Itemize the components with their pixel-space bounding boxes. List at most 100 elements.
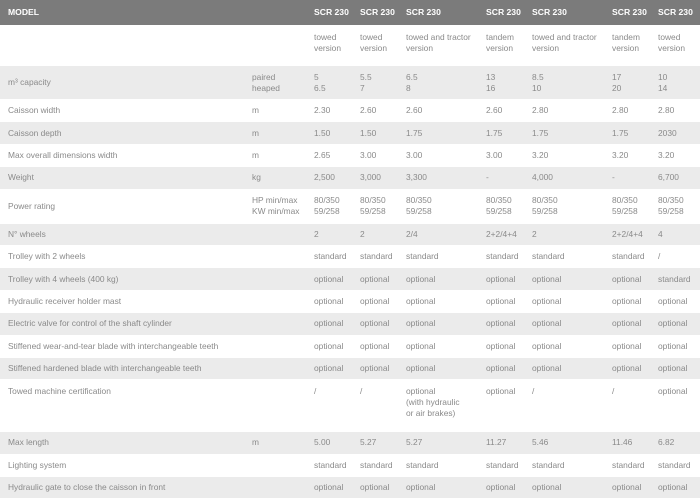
row-value: optional [486,267,532,291]
row-unit [252,379,314,433]
row-unit: m [252,121,314,145]
row-value: standard [314,245,360,269]
row-value: optional [406,290,486,314]
row-label: Lighting system [0,454,252,478]
spec-row: Hydraulic receiver holder mast optional op… [0,290,700,314]
row-value: 3.20 [612,144,658,168]
row-value: optional [532,335,612,358]
row-value: 1.75 [406,121,486,145]
row-value: / [612,379,658,433]
row-value: optional [314,290,360,314]
spec-row: Trolley with 2 wheels standard standard sta… [0,245,700,269]
row-label: Power rating [0,189,252,224]
row-value: optional [486,335,532,358]
spec-row: Weight kg 2,500 3,000 3,300-4,000-6,700 [0,166,700,190]
version-row: towed version towed version towed and trac… [0,25,700,66]
row-value: 2.30 [314,99,360,123]
row-value: 2.80 [612,99,658,123]
row-value: 3.00 [360,144,406,168]
row-value: optional [658,312,700,336]
row-value: 80/350 59/258 [532,189,612,224]
row-value: optional [360,357,406,381]
row-label: Weight [0,166,252,190]
row-value: / [314,379,360,433]
row-value: optional [532,476,612,499]
row-value: 1.75 [532,121,612,145]
row-unit [252,245,314,269]
row-label: Stiffened wear-and-tear blade with inter… [0,335,252,358]
row-value: optional [486,312,532,336]
blank [252,25,314,66]
spec-row: Trolley with 4 wheels (400 kg) optional op… [0,267,700,291]
row-value: optional [658,357,700,381]
row-label: Trolley with 4 wheels (400 kg) [0,267,252,291]
row-value: optional [532,290,612,314]
model-name: SCR 230 [658,0,700,26]
model-name: SCR 230 [612,0,658,26]
row-value: optional [612,357,658,381]
row-value: optional [360,290,406,314]
row-label: Towed machine certification [0,379,252,433]
row-value: 2 [360,223,406,246]
row-value: optional [612,290,658,314]
version: towed and tractor version [406,25,486,66]
row-value: 2+2/4+4 [486,223,532,246]
row-value: 2.80 [532,99,612,123]
spec-row: Electric valve for control of the shaft … [0,312,700,336]
row-unit [252,312,314,336]
row-unit: HP min/max KW min/max [252,189,314,224]
row-value: 3.20 [532,144,612,168]
row-value: - [612,166,658,190]
row-unit: m [252,144,314,168]
row-unit: m [252,99,314,123]
row-label: Trolley with 2 wheels [0,245,252,269]
row-value: standard [658,454,700,478]
header-row: MODEL SCR 230 SCR 230 SCR 230 SCR 230 SCR 230… [0,0,700,26]
row-label: Stiffened hardened blade with interchang… [0,357,252,381]
model-name: SCR 230 [314,0,360,26]
row-value: 6,700 [658,166,700,190]
spec-row: Hydraulic gate to close the caisson in f… [0,476,700,499]
row-value: 2.80 [658,99,700,123]
row-value: standard [314,454,360,478]
model-name: SCR 230 [532,0,612,26]
row-value: / [532,379,612,433]
row-unit [252,335,314,358]
spec-row: Max overall dimensions width m 2.65 3.00 3.0… [0,144,700,168]
row-value: optional [314,312,360,336]
row-value: optional [486,290,532,314]
spec-row: Caisson depth m 1.50 1.50 1.75 1.75 1.75 1.75 20… [0,121,700,145]
model-name: SCR 230 [406,0,486,26]
row-value: 4,000 [532,166,612,190]
row-value: 6.82 [658,431,700,455]
row-value: optional [360,335,406,358]
spec-row: Lighting system standard standard standard s… [0,454,700,478]
row-value: 2.65 [314,144,360,168]
row-value: 11.46 [612,431,658,455]
row-value: optional [658,476,700,499]
row-unit [252,357,314,381]
spec-row: Max length m 5.00 5.27 5.27 11.27 5.46 11.46 6.8… [0,431,700,455]
row-value: optional [360,312,406,336]
version: towed version [658,25,700,66]
spec-row: Towed machine certification / / optional (w… [0,379,700,433]
row-value: 3.00 [486,144,532,168]
row-value: standard [360,454,406,478]
row-value: optional [532,312,612,336]
row-value: 2.60 [406,99,486,123]
spec-row: Stiffened wear-and-tear blade with inter… [0,335,700,358]
header-title: MODEL [0,0,252,26]
row-value: 8.5 10 [532,65,612,100]
row-value: optional [658,335,700,358]
row-label: Max length [0,431,252,455]
row-value: / [360,379,406,433]
row-value: 10 14 [658,65,700,100]
row-value: 11.27 [486,431,532,455]
row-value: 80/350 59/258 [612,189,658,224]
row-value: optional [612,312,658,336]
row-value: optional [360,267,406,291]
row-value: 5.27 [360,431,406,455]
